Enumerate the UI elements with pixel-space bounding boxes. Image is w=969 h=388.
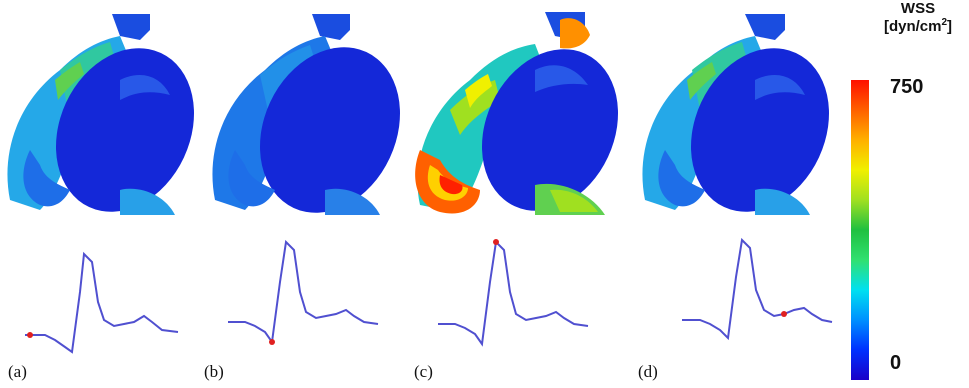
- waveform-marker: [269, 339, 275, 345]
- colorbar-max-label: 750: [890, 76, 924, 98]
- panel-label: (c): [414, 362, 433, 381]
- waveform-c: [438, 239, 589, 347]
- waveform-marker: [27, 332, 33, 338]
- colorbar-title: WSS [dyn/cm2]: [868, 0, 968, 35]
- waveform-marker: [493, 239, 499, 245]
- waveform-b: [228, 239, 379, 345]
- panel-d: (d): [630, 0, 840, 388]
- panel-label: (d): [638, 362, 658, 381]
- colorbar-min-label: 0: [890, 352, 902, 374]
- panel-a: (a): [0, 0, 200, 388]
- panel-label: (a): [8, 362, 27, 381]
- panel-c: (c): [410, 0, 630, 388]
- colorbar: [851, 80, 869, 380]
- waveform-line: [438, 239, 589, 347]
- panel-b: (b): [200, 0, 410, 388]
- waveform-line: [228, 239, 379, 345]
- colorbar-title-line1: WSS: [900, 0, 936, 17]
- aorta-render-a: [7, 14, 194, 215]
- colorbar-title-line2: [dyn/cm2]: [883, 17, 953, 35]
- aorta-render-d: [642, 14, 829, 215]
- waveform-line: [25, 251, 179, 354]
- panel-label: (b): [204, 362, 224, 381]
- waveform-line: [682, 237, 833, 341]
- waveform-a: [25, 251, 179, 354]
- waveform-marker: [781, 311, 787, 317]
- aorta-render-c: [415, 12, 619, 215]
- aorta-render-b: [212, 14, 400, 215]
- waveform-d: [682, 237, 833, 341]
